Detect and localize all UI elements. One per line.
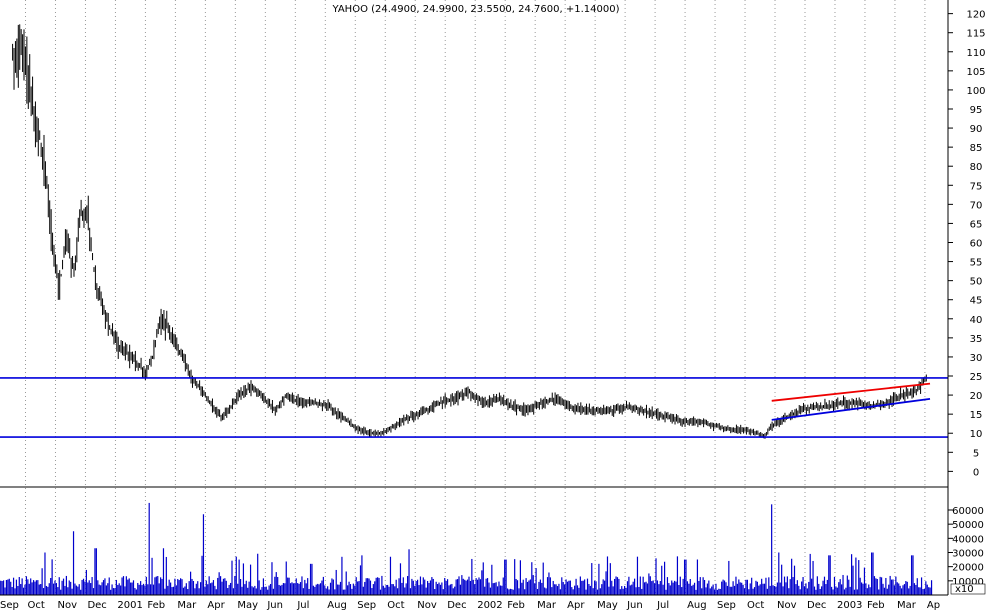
x-tick-label: Jun (266, 600, 283, 610)
price-y-tick-label: 115 (966, 29, 985, 40)
price-y-tick-label: 105 (966, 67, 985, 78)
x-tick-label: Aug (687, 600, 707, 610)
price-y-tick-label: 35 (970, 334, 983, 345)
price-y-tick-label: 20 (970, 391, 983, 402)
price-y-tick-label: 80 (970, 162, 983, 173)
price-y-tick-label: 90 (970, 124, 983, 135)
price-y-tick-label: 0 (973, 467, 979, 478)
price-y-tick-label: 40 (970, 315, 983, 326)
x-tick-label: Dec (87, 600, 106, 610)
x-tick-label: Jul (656, 600, 669, 610)
price-y-tick-label: 95 (970, 105, 983, 116)
volume-unit-label: x10 (955, 584, 974, 595)
price-y-tick-label: 30 (970, 353, 983, 364)
price-y-tick-label: 85 (970, 143, 983, 154)
frame-layer (0, 0, 949, 596)
price-y-tick-label: 50 (970, 277, 983, 288)
x-tick-label: May (597, 600, 618, 610)
x-tick-label: Sep (0, 600, 19, 610)
price-y-tick-label: 25 (970, 372, 983, 383)
x-tick-label: Nov (417, 600, 437, 610)
trend-line (771, 398, 931, 421)
x-tick-label: Aug (327, 600, 347, 610)
x-tick-label: Mar (537, 600, 557, 610)
price-y-tick-label: 100 (966, 86, 985, 97)
x-tick-label: Jul (296, 600, 309, 610)
price-y-tick-label: 5 (973, 448, 979, 459)
x-tick-label: May (237, 600, 258, 610)
x-tick-label: Ap (927, 600, 940, 610)
x-tick-label: Mar (897, 600, 917, 610)
x-tick-label: Nov (57, 600, 77, 610)
price-y-tick-label: 75 (970, 181, 983, 192)
chart-title: YAHOO (24.4900, 24.9900, 23.5500, 24.760… (332, 4, 620, 15)
x-tick-label: Dec (447, 600, 466, 610)
price-y-tick-label: 10 (970, 429, 983, 440)
x-tick-label: 2002 (477, 600, 502, 610)
price-y-tick-label: 55 (970, 258, 983, 269)
x-tick-label: Feb (867, 600, 885, 610)
price-y-tick-label: 110 (966, 48, 985, 59)
price-y-tick-label: 70 (970, 200, 983, 211)
trend-line (771, 382, 931, 402)
volume-unit-box (950, 583, 986, 595)
x-tick-label: Jun (626, 600, 643, 610)
x-tick-label: Apr (207, 600, 225, 610)
x-tick-label: Mar (177, 600, 197, 610)
x-tick-label: 2003 (837, 600, 862, 610)
x-tick-label: Oct (27, 600, 44, 610)
price-layer (12, 24, 927, 439)
x-tick-label: Sep (717, 600, 736, 610)
axis-layer: Sep Oct Nov Dec 2001 Feb Mar Apr May Jun Jul Aug Sep… (0, 10, 986, 611)
price-y-tick-label: 15 (970, 410, 983, 421)
x-tick-label: 2001 (117, 600, 142, 610)
lines-layer (0, 377, 948, 438)
volume-y-tick-label: 40000 (952, 534, 984, 545)
x-tick-label: Oct (387, 600, 404, 610)
volume-y-tick-label: 30000 (952, 549, 984, 560)
price-y-tick-label: 60 (970, 239, 983, 250)
volume-y-tick-label: 60000 (952, 506, 984, 517)
x-tick-label: Feb (147, 600, 165, 610)
price-y-tick-label: 120 (966, 10, 985, 21)
volume-y-tick-label: 20000 (952, 563, 984, 574)
volume-layer (0, 502, 933, 595)
x-tick-label: Oct (747, 600, 764, 610)
volume-y-tick-label: 50000 (952, 520, 984, 531)
x-tick-label: Apr (567, 600, 585, 610)
x-tick-label: Feb (507, 600, 525, 610)
x-tick-label: Nov (777, 600, 797, 610)
volume-y-tick-label: 10000 (952, 577, 984, 588)
x-tick-label: Sep (357, 600, 376, 610)
x-tick-label: Dec (807, 600, 826, 610)
price-y-tick-label: 45 (970, 296, 983, 307)
price-y-tick-label: 65 (970, 219, 983, 230)
